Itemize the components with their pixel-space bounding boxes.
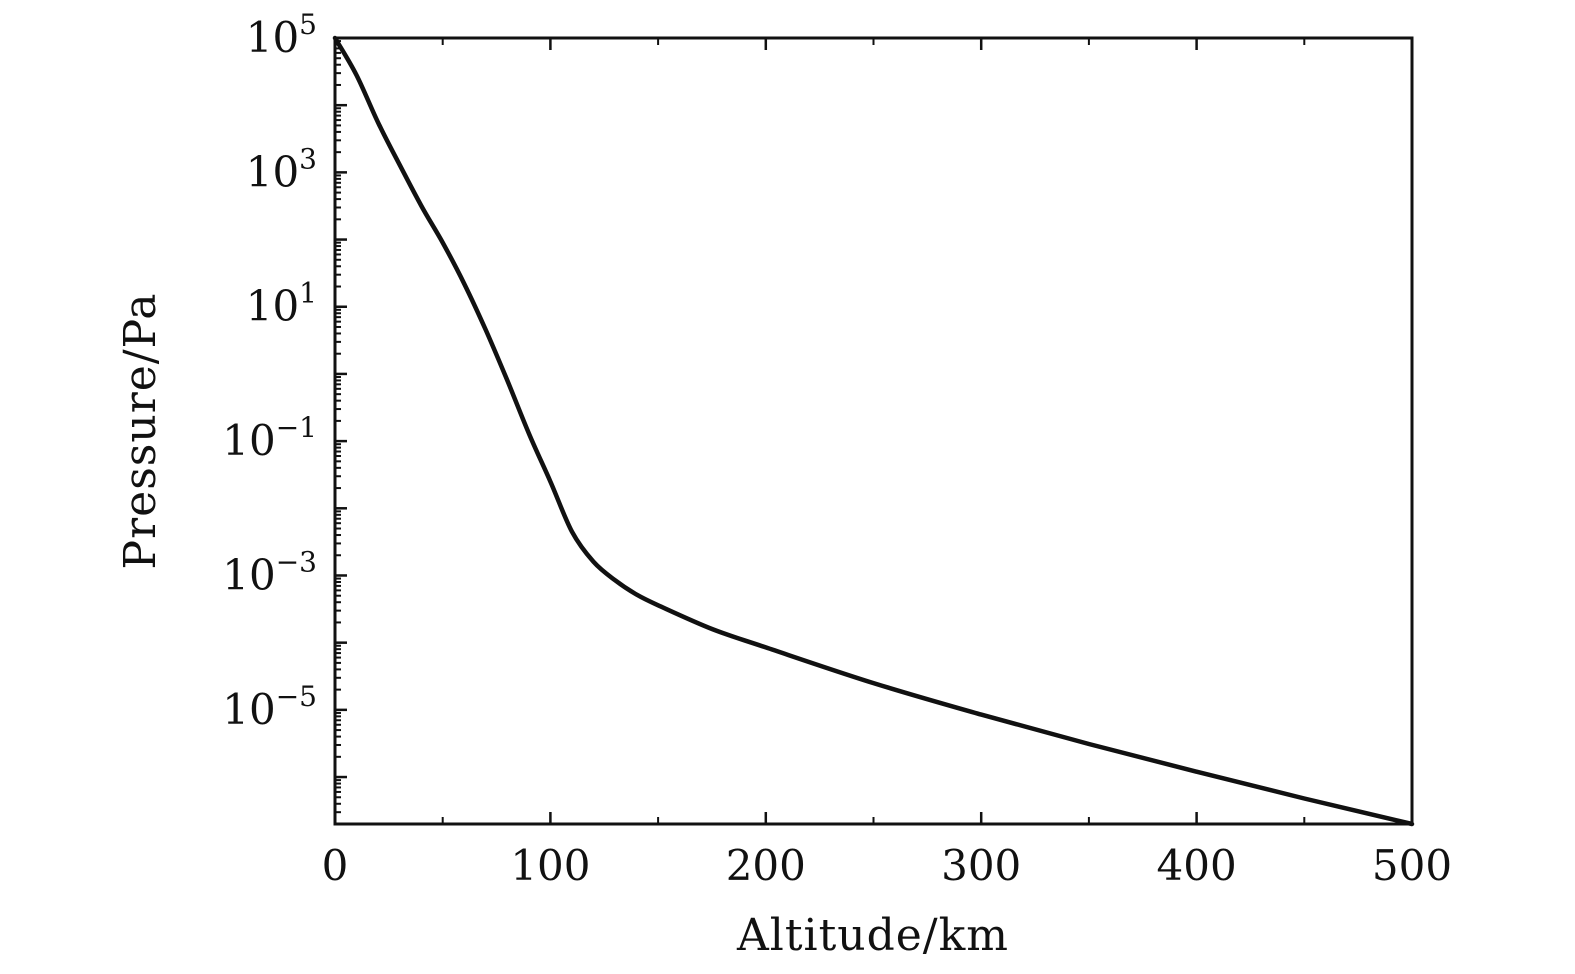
plot-frame (333, 36, 1414, 826)
y-tick-label: 10−1 (222, 411, 317, 465)
y-axis-tick-labels: 105 103 101 10−1 10−3 10−5 (222, 8, 317, 734)
y-tick-label: 103 (246, 142, 317, 196)
x-tick-label: 300 (941, 841, 1021, 890)
y-tick-label: 105 (246, 8, 317, 62)
x-tick-label: 200 (726, 841, 806, 890)
y-axis-ticks (335, 36, 347, 825)
x-tick-label: 500 (1372, 841, 1452, 890)
x-axis-tick-labels: 0 100 200 300 400 500 (322, 841, 1452, 890)
x-tick-label: 400 (1157, 841, 1237, 890)
y-tick-label: 10−5 (222, 680, 317, 734)
x-tick-label: 100 (510, 841, 590, 890)
x-axis-label: Altitude/km (736, 910, 1009, 961)
pressure-line (332, 35, 1415, 827)
x-axis-ticks (333, 38, 1414, 824)
y-axis-label: Pressure/Pa (115, 293, 166, 570)
y-tick-label: 10−3 (222, 545, 317, 599)
x-tick-label: 0 (322, 841, 349, 890)
y-tick-label: 101 (246, 277, 317, 331)
